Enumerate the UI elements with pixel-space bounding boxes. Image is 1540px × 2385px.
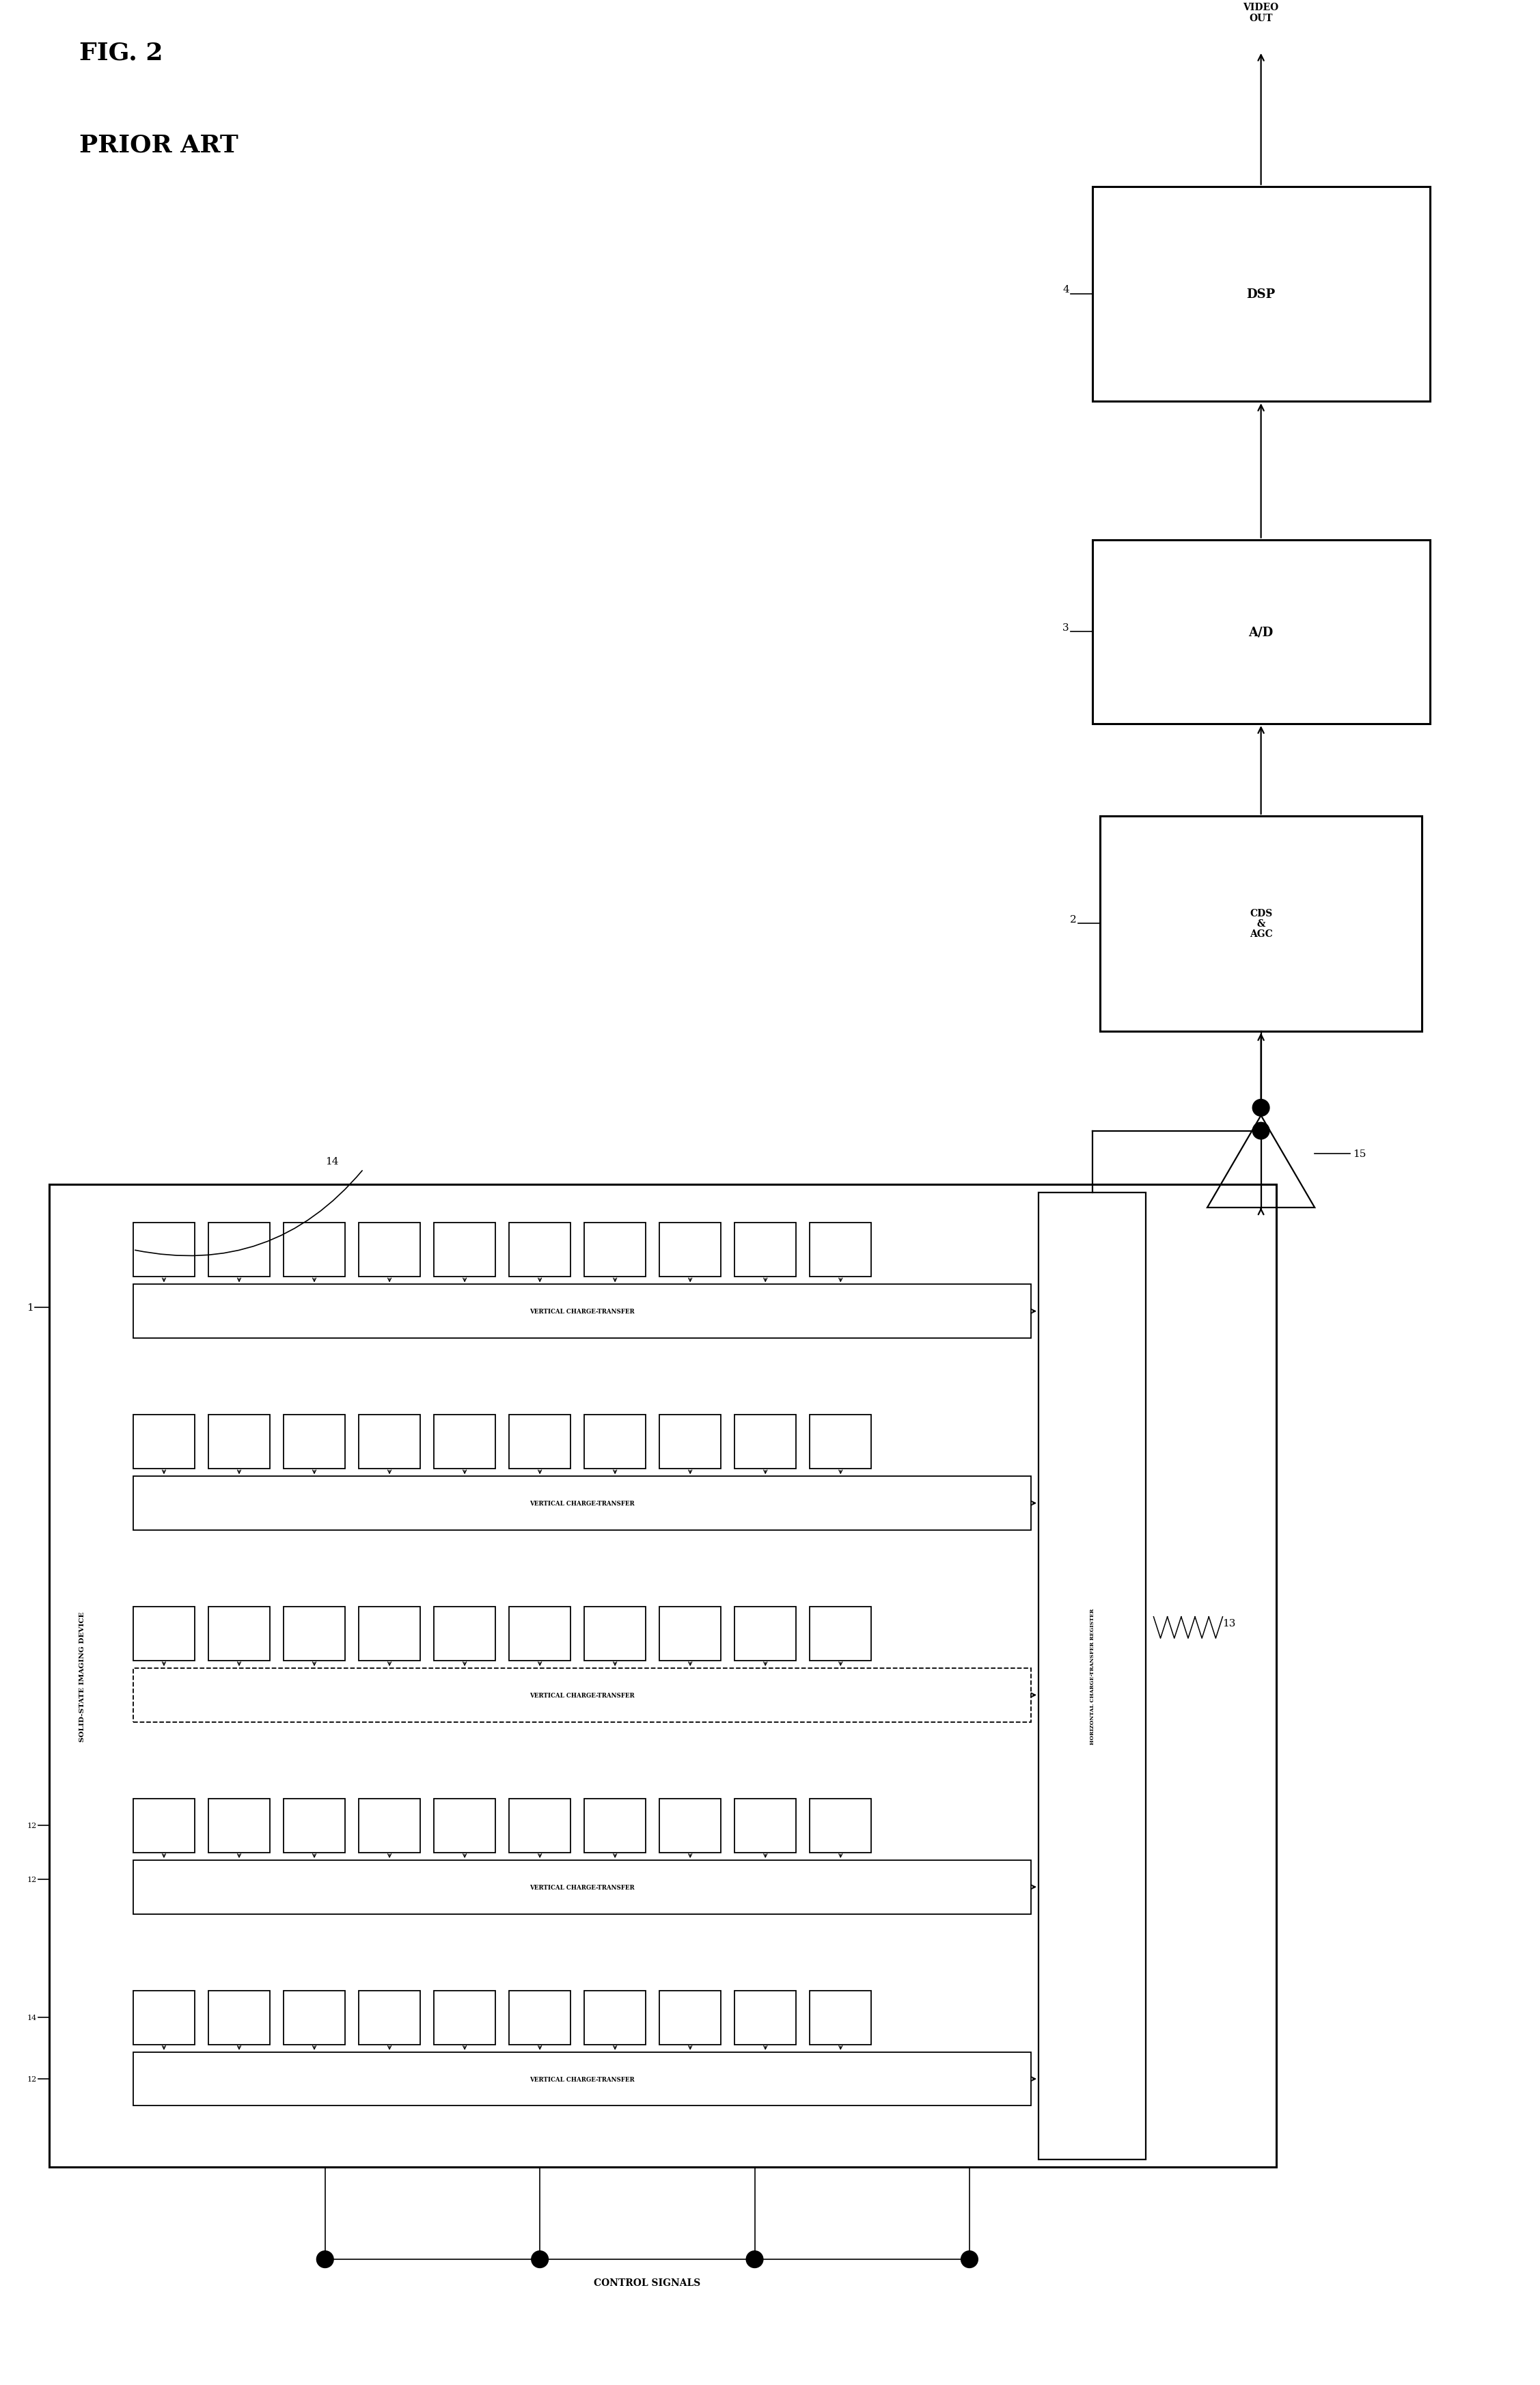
Circle shape (531, 2251, 548, 2268)
Bar (359, 1224, 420, 1276)
Bar (735, 1607, 796, 1660)
Bar (434, 1224, 496, 1276)
Bar (434, 1991, 496, 2044)
Bar (283, 1224, 345, 1276)
Bar (134, 1798, 194, 1853)
Bar (283, 1991, 345, 2044)
Bar (359, 1414, 420, 1469)
Text: VERTICAL CHARGE-TRANSFER: VERTICAL CHARGE-TRANSFER (530, 1691, 634, 1698)
Text: A/D: A/D (1249, 627, 1274, 639)
Bar (208, 1798, 270, 1853)
Text: 15: 15 (1354, 1150, 1366, 1159)
Text: 12: 12 (26, 2075, 37, 2082)
Bar (735, 1991, 796, 2044)
Text: 4: 4 (1063, 286, 1069, 296)
Text: 12: 12 (26, 1822, 37, 1829)
Text: VERTICAL CHARGE-TRANSFER: VERTICAL CHARGE-TRANSFER (530, 1309, 634, 1314)
Text: 13: 13 (1223, 1619, 1237, 1629)
Bar (810, 1224, 872, 1276)
Bar (510, 1798, 570, 1853)
Bar (208, 1224, 270, 1276)
Text: 3: 3 (1063, 622, 1069, 632)
Bar (584, 1798, 645, 1853)
Text: SOLID-STATE IMAGING DEVICE: SOLID-STATE IMAGING DEVICE (80, 1610, 86, 1741)
Bar (359, 1798, 420, 1853)
Bar (208, 1991, 270, 2044)
Bar (434, 1414, 496, 1469)
Text: VERTICAL CHARGE-TRANSFER: VERTICAL CHARGE-TRANSFER (530, 1884, 634, 1891)
Bar (1092, 186, 1429, 403)
Bar (735, 1414, 796, 1469)
Bar (1038, 1192, 1146, 2158)
Circle shape (747, 2251, 764, 2268)
Bar (134, 1991, 194, 2044)
Text: VIDEO
OUT: VIDEO OUT (1243, 2, 1278, 24)
Text: VERTICAL CHARGE-TRANSFER: VERTICAL CHARGE-TRANSFER (530, 2075, 634, 2082)
Text: VERTICAL CHARGE-TRANSFER: VERTICAL CHARGE-TRANSFER (530, 1500, 634, 1507)
Bar (1100, 816, 1421, 1030)
Text: DSP: DSP (1246, 289, 1275, 301)
Text: 2: 2 (1070, 913, 1076, 923)
Bar (510, 1991, 570, 2044)
Text: 12: 12 (26, 1877, 37, 1882)
Bar (434, 1607, 496, 1660)
Text: 1: 1 (26, 1302, 34, 1312)
Text: FIG. 2: FIG. 2 (80, 41, 163, 64)
Text: 14: 14 (325, 1157, 339, 1166)
Bar (584, 1414, 645, 1469)
Bar (134, 1286, 1030, 1338)
Bar (810, 1798, 872, 1853)
Bar (134, 1476, 1030, 1531)
Bar (659, 1991, 721, 2044)
Circle shape (961, 2251, 978, 2268)
Bar (359, 1991, 420, 2044)
Text: PRIOR ART: PRIOR ART (80, 134, 239, 157)
Bar (134, 1860, 1030, 1915)
Bar (735, 1224, 796, 1276)
Bar (359, 1607, 420, 1660)
Text: 14: 14 (26, 2015, 37, 2020)
Bar (1092, 539, 1429, 725)
Bar (584, 1991, 645, 2044)
Bar (659, 1224, 721, 1276)
Bar (810, 1414, 872, 1469)
Bar (434, 1798, 496, 1853)
Circle shape (317, 2251, 334, 2268)
Text: CDS
&
AGC: CDS & AGC (1249, 909, 1272, 940)
Bar (810, 1607, 872, 1660)
Bar (659, 1607, 721, 1660)
Text: CONTROL SIGNALS: CONTROL SIGNALS (594, 2278, 701, 2287)
Bar (810, 1991, 872, 2044)
Bar (584, 1224, 645, 1276)
Bar (134, 2051, 1030, 2106)
Bar (659, 1414, 721, 1469)
Bar (134, 1670, 1030, 1722)
Bar (510, 1414, 570, 1469)
Bar (510, 1607, 570, 1660)
Bar (584, 1607, 645, 1660)
Bar (283, 1798, 345, 1853)
Bar (659, 1798, 721, 1853)
Bar (208, 1414, 270, 1469)
Bar (283, 1607, 345, 1660)
Bar (735, 1798, 796, 1853)
Bar (283, 1414, 345, 1469)
Bar (134, 1224, 194, 1276)
Circle shape (1252, 1099, 1269, 1116)
Bar (49, 1185, 1277, 2168)
Circle shape (1252, 1123, 1269, 1140)
Text: HORIZONTAL CHARGE-TRANSFER REGISTER: HORIZONTAL CHARGE-TRANSFER REGISTER (1089, 1607, 1095, 1743)
Bar (134, 1414, 194, 1469)
Bar (134, 1607, 194, 1660)
Bar (510, 1224, 570, 1276)
Bar (208, 1607, 270, 1660)
